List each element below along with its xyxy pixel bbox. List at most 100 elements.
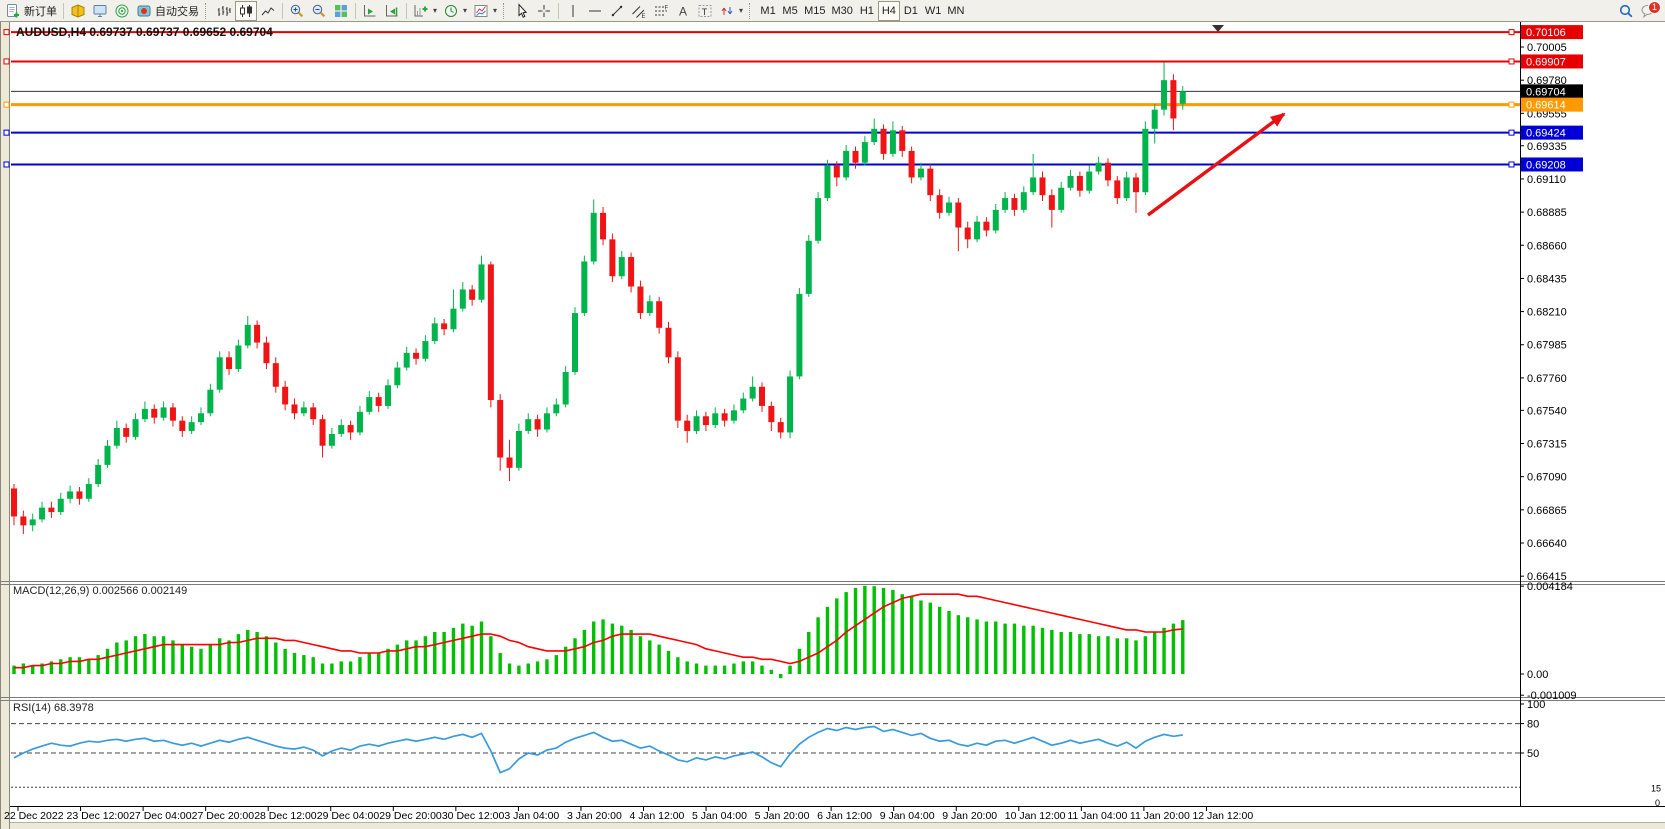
bull-candle <box>917 168 924 178</box>
macd-histogram-bar <box>1162 627 1166 674</box>
resistance-line-2-handle[interactable] <box>1508 58 1515 65</box>
bull-candle <box>553 404 560 414</box>
bull-candle <box>431 323 438 342</box>
auto-scroll-button[interactable] <box>359 1 381 21</box>
toolbar-drag-handle <box>503 2 508 19</box>
orange-level-line-handle[interactable] <box>1508 101 1515 108</box>
timeframe-M15-button[interactable]: M15 <box>801 1 828 21</box>
rsi-axis-label: 0 <box>1655 798 1660 808</box>
vertical-line-button[interactable] <box>562 1 584 21</box>
horizontal-line-button[interactable] <box>584 1 606 21</box>
macd-histogram-bar <box>311 657 315 674</box>
fibonacci-button[interactable]: F <box>650 1 672 21</box>
macd-panel: 0.004184 0.00 -0.001009 MACD(12,26,9) 0.002… <box>12 581 1577 702</box>
arrows-button[interactable]: ▾ <box>716 1 746 21</box>
time-tick-label: 5 Jan 20:00 <box>755 810 810 822</box>
time-tick-label: 23 Dec 12:00 <box>67 810 130 822</box>
macd-histogram-bar <box>124 640 128 674</box>
macd-histogram-bar <box>881 587 886 674</box>
tile-windows-button[interactable] <box>330 1 352 21</box>
zoom-in-icon <box>290 4 304 17</box>
bear-candle <box>1076 175 1083 191</box>
rsi-axis-label: 100 <box>1527 699 1545 711</box>
bar-chart-icon <box>217 5 231 16</box>
timeframe-M5-button[interactable]: M5 <box>779 1 801 21</box>
bull-candle <box>459 289 466 309</box>
candlestick-chart-button[interactable] <box>235 0 257 21</box>
macd-histogram-bar <box>87 659 91 674</box>
chart-shift-marker[interactable] <box>1212 25 1224 32</box>
bull-candle <box>618 257 625 277</box>
toolbar-separator <box>63 2 64 19</box>
macd-histogram-bar <box>1012 623 1017 674</box>
orange-level-line-handle[interactable] <box>3 101 10 108</box>
timeframe-H4-button[interactable]: H4 <box>877 0 900 21</box>
trend-arrow[interactable] <box>1146 112 1286 217</box>
zoom-in-button[interactable] <box>286 1 308 21</box>
timeframe-W1-button[interactable]: W1 <box>922 1 945 21</box>
periods-button[interactable]: ▾ <box>440 1 470 21</box>
text-button[interactable]: A <box>672 1 694 21</box>
equidistant-channel-icon: E <box>632 5 646 19</box>
zoom-out-button[interactable] <box>308 1 330 21</box>
resistance-line-2-handle[interactable] <box>3 58 10 65</box>
macd-histogram-bar <box>601 619 605 674</box>
equidistant-channel-button[interactable]: E <box>628 1 650 21</box>
template-icon <box>474 4 488 17</box>
macd-histogram-bar <box>414 640 418 674</box>
resistance-line-1-handle[interactable] <box>1508 29 1515 36</box>
text-label-button[interactable]: T <box>694 1 716 21</box>
support-line-2-handle[interactable] <box>1508 161 1515 168</box>
time-tick-label: 3 Jan 20:00 <box>567 810 622 822</box>
line-chart-button[interactable] <box>257 1 279 21</box>
chart-shift-button[interactable] <box>381 1 403 21</box>
timeframe-M30-button[interactable]: M30 <box>828 1 855 21</box>
support-line-1-handle[interactable] <box>3 129 10 136</box>
support-line-1-handle[interactable] <box>1508 129 1515 136</box>
macd-histogram-bar <box>694 663 699 674</box>
resistance-line-1-handle[interactable] <box>3 29 10 36</box>
macd-axis-label: 0.004184 <box>1527 581 1573 593</box>
indicators-button[interactable]: ▾ <box>410 1 440 21</box>
toolbar-drag-handle <box>205 2 210 19</box>
radar-button[interactable] <box>111 1 133 21</box>
macd-histogram-bar <box>330 663 334 674</box>
time-axis[interactable]: 22 Dec 2022 23 Dec 12:00 27 Dec 04:00 27 De… <box>4 807 1253 822</box>
crosshair-button[interactable] <box>533 1 555 21</box>
new-order-button[interactable]: 新订单 <box>2 1 60 21</box>
bull-candle <box>403 352 410 368</box>
candlestick-chart-icon <box>240 4 252 17</box>
price-axis[interactable]: 0.700050.697800.695550.693350.691100.688… <box>1520 42 1567 583</box>
macd-histogram-bar <box>442 632 446 674</box>
macd-histogram-bar <box>152 636 156 674</box>
bar-chart-button[interactable] <box>213 1 235 21</box>
candlestick-series <box>11 62 1186 535</box>
macd-histogram-bar <box>956 615 961 674</box>
support-line-2-handle[interactable] <box>3 161 10 168</box>
macd-histogram-bar <box>610 623 615 674</box>
bull-candle <box>889 130 896 154</box>
price-tick-label: 0.66640 <box>1527 538 1567 550</box>
timeframe-H1-button[interactable]: H1 <box>856 1 878 21</box>
trendline-button[interactable] <box>606 1 628 21</box>
bear-candle <box>487 264 494 401</box>
resistance-line-2-badge: 0.69907 <box>1521 54 1583 69</box>
chat-button[interactable]: 1 <box>1637 0 1661 21</box>
timeframe-D1-button[interactable]: D1 <box>900 1 922 21</box>
market-button[interactable] <box>67 1 89 21</box>
bull-candle <box>67 491 74 499</box>
signals-button[interactable] <box>89 1 111 21</box>
bear-candle <box>702 416 709 426</box>
autotrade-button[interactable]: 自动交易 <box>133 1 202 21</box>
templates-button[interactable]: ▾ <box>470 1 500 21</box>
timeframe-MN-button[interactable]: MN <box>944 1 967 21</box>
timeframe-M1-button[interactable]: M1 <box>757 1 779 21</box>
macd-histogram-bar <box>1106 636 1110 674</box>
macd-histogram-bar <box>1115 638 1119 674</box>
search-button[interactable] <box>1615 1 1637 21</box>
time-tick-label: 12 Jan 12:00 <box>1192 810 1253 822</box>
text-icon: A <box>679 4 687 18</box>
cursor-button[interactable] <box>511 1 533 21</box>
bull-candle <box>815 198 822 241</box>
horizontal-level-lines[interactable] <box>3 29 1520 168</box>
